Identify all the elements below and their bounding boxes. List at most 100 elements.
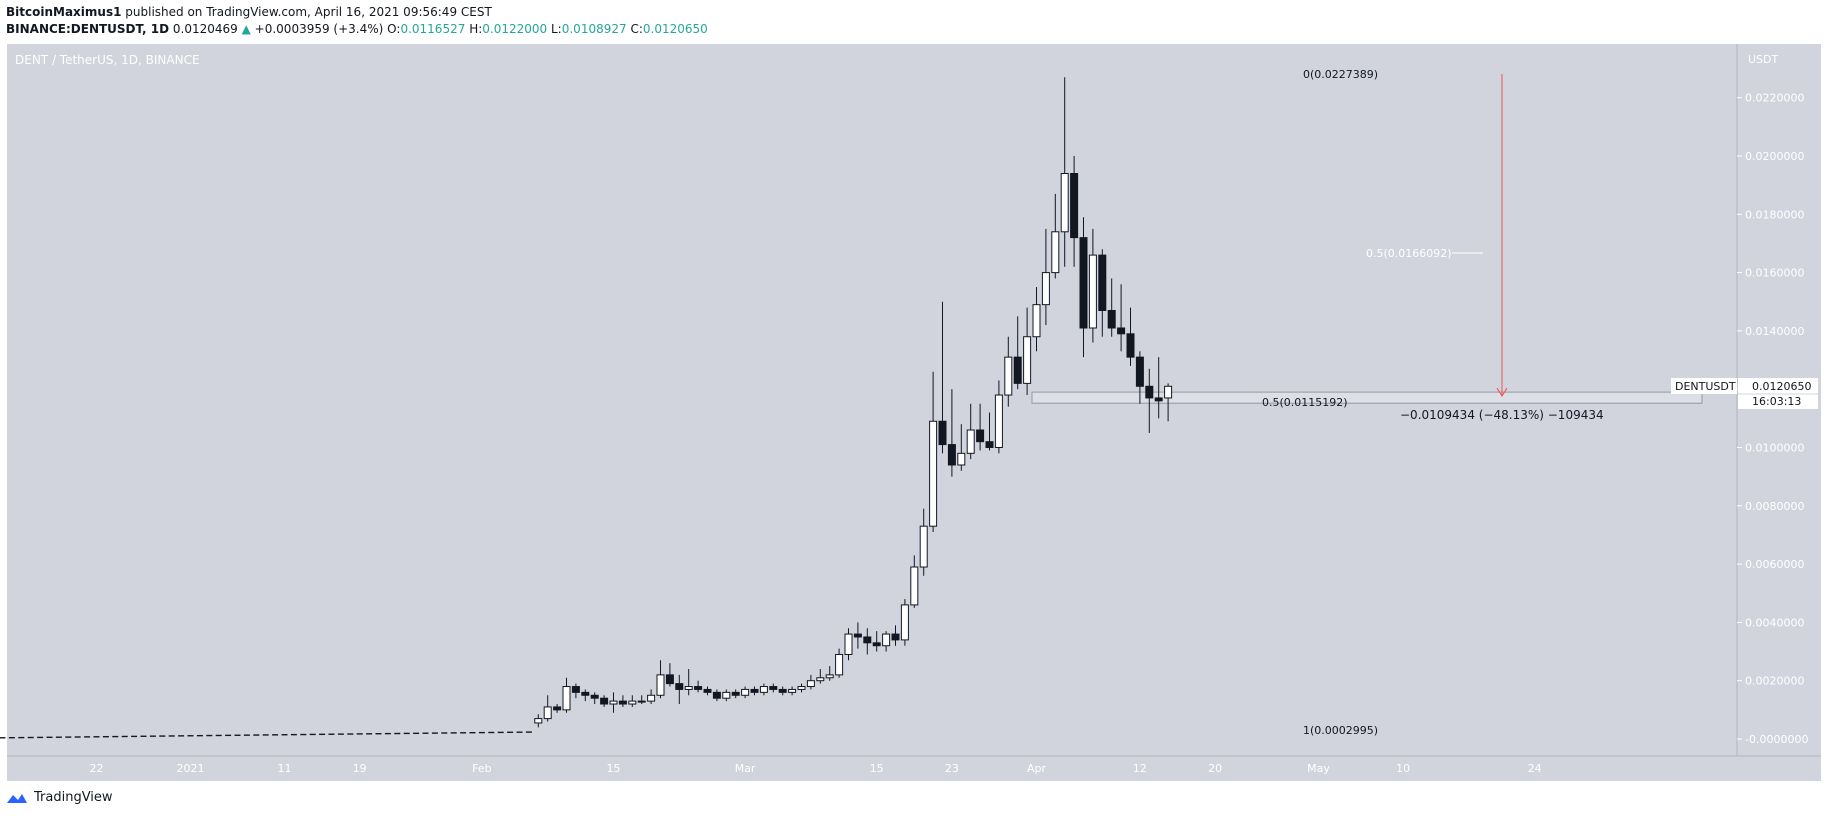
candle-up — [1004, 356, 1013, 396]
close-value: 0.0120650 — [642, 22, 708, 36]
fib-level-0-label: 0(0.0227389) — [1303, 68, 1378, 81]
y-tick-label: 0.0200000 — [1745, 150, 1805, 163]
candle-down — [1126, 333, 1135, 358]
x-tick-label: 20 — [1208, 762, 1222, 775]
candle-up — [647, 694, 656, 702]
x-tick-label: 12 — [1133, 762, 1147, 775]
candle-up — [543, 706, 552, 720]
brand-text: TradingView — [34, 790, 113, 805]
chart-legend-title: DENT / TetherUS, 1D, BINANCE — [15, 53, 200, 67]
x-tick-label: May — [1307, 762, 1330, 775]
candle-down — [1079, 237, 1088, 329]
candles-group — [0, 77, 1173, 739]
measure-label: −0.0109434 (−48.13%) −109434 — [1400, 408, 1604, 422]
high-value: 0.0122000 — [482, 22, 548, 36]
candle-down — [553, 706, 562, 711]
fib-level-05-lower-label: 0.5(0.0115192) — [1262, 396, 1348, 409]
y-tick-label: 0.0060000 — [1745, 558, 1805, 571]
candle-up — [656, 674, 665, 696]
y-tick-label: 0.0040000 — [1745, 616, 1805, 629]
triangle-up-icon: ▲ — [241, 22, 251, 36]
candle-up — [957, 452, 966, 466]
y-tick-label: 0.0140000 — [1745, 325, 1805, 338]
tradingview-logo-icon — [7, 793, 27, 803]
published-text: published on TradingView.com, April 16, … — [121, 5, 492, 19]
time-axis[interactable]: 42220211119Feb15Mar1523Apr1220May1024 — [0, 762, 1542, 775]
candle-down — [1135, 356, 1144, 387]
support-zone-rect — [1031, 391, 1703, 404]
candle-down — [853, 633, 862, 638]
countdown-timer: 16:03:13 — [1752, 395, 1801, 408]
candle-up — [806, 680, 815, 688]
x-tick-label: 15 — [607, 762, 621, 775]
candle-up — [1051, 231, 1060, 274]
x-tick-label: 11 — [278, 762, 292, 775]
author-name[interactable]: BitcoinMaximus1 — [6, 5, 122, 19]
candle-up — [910, 566, 919, 606]
x-tick-label: 23 — [945, 762, 959, 775]
candle-down — [1154, 397, 1163, 402]
candle-up — [966, 429, 975, 454]
candle-up — [534, 718, 543, 724]
candle-down — [947, 444, 956, 466]
candle-up — [797, 686, 806, 690]
candle-up — [637, 700, 646, 703]
candle-up — [825, 674, 834, 679]
candle-down — [600, 697, 609, 705]
candle-down — [1070, 172, 1079, 239]
candle-up — [1023, 336, 1032, 384]
candle-down — [1098, 254, 1107, 311]
candle-up — [816, 677, 825, 682]
high-label: H: — [469, 22, 483, 36]
x-tick-label: 2021 — [177, 762, 205, 775]
candle-up — [900, 604, 909, 641]
candle-up — [1088, 254, 1097, 329]
candle-down — [675, 683, 684, 690]
candle-down — [1107, 309, 1116, 329]
candle-up — [684, 686, 693, 690]
price-tag-value: 0.0120650 — [1752, 380, 1812, 393]
footer-brand[interactable]: TradingView — [6, 790, 113, 805]
chart-header: BitcoinMaximus1 published on TradingView… — [6, 4, 1006, 38]
candle-down — [778, 688, 787, 693]
x-tick-label: Apr — [1027, 762, 1047, 775]
candle-up — [1060, 172, 1069, 233]
low-label: L: — [551, 22, 562, 36]
candle-up — [1164, 385, 1173, 399]
candle-down — [731, 691, 740, 696]
candle-down — [1117, 327, 1126, 335]
candle-down — [571, 686, 580, 693]
open-label: O: — [387, 22, 401, 36]
symbol-tag — [1671, 378, 1737, 394]
symbol-tag-text: DENTUSDT — [1675, 380, 1736, 393]
candle-down — [665, 674, 674, 685]
close-label: C: — [630, 22, 643, 36]
candle-down — [938, 420, 947, 446]
symbol-label: BINANCE:DENTUSDT, 1D — [6, 22, 170, 36]
x-tick-label: Mar — [735, 762, 756, 775]
chart-background — [7, 44, 1821, 781]
candle-down — [985, 441, 994, 449]
x-tick-label: 15 — [870, 762, 884, 775]
candle-down — [750, 688, 759, 693]
candle-down — [1013, 356, 1022, 384]
candle-down — [712, 691, 721, 699]
candle-up — [1032, 304, 1041, 338]
candle-up — [994, 394, 1003, 448]
candle-up — [882, 633, 891, 647]
y-tick-label: -0.0000000 — [1745, 733, 1808, 746]
y-tick-label: 0.0100000 — [1745, 442, 1805, 455]
candle-up — [844, 633, 853, 655]
x-tick-label: 24 — [1528, 762, 1542, 775]
candle-down — [703, 688, 712, 693]
candle-up — [929, 420, 938, 527]
last-price: 0.0120469 — [172, 22, 238, 36]
price-change: +0.0003959 (+3.4%) — [254, 22, 384, 36]
x-tick-label: 19 — [353, 762, 367, 775]
publish-line: BitcoinMaximus1 published on TradingView… — [6, 4, 1006, 21]
candle-down — [618, 700, 627, 705]
candle-down — [872, 642, 881, 647]
candle-down — [769, 686, 778, 690]
